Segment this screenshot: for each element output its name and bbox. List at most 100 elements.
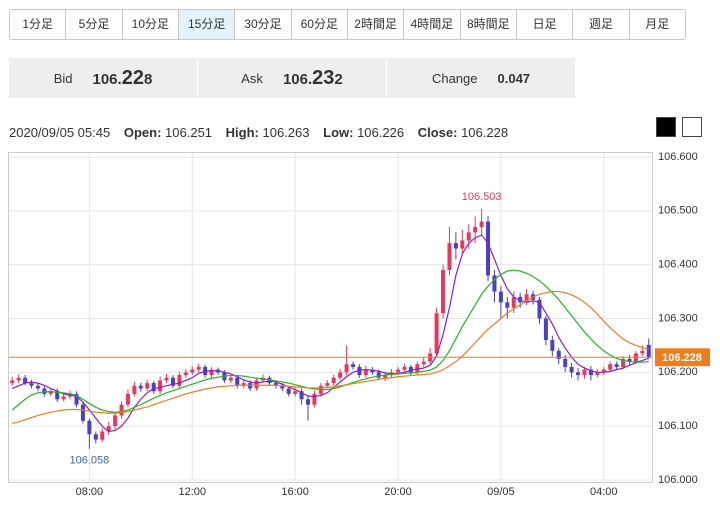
timeframe-button[interactable]: 10分足 [123,10,179,39]
candle-body [351,364,356,367]
candle-body [177,375,182,386]
ma-line [11,269,649,413]
candle-body [35,385,40,389]
candle-body [550,340,555,351]
candle-body [106,426,111,432]
ask-part: 23 [312,66,335,89]
candle-body [576,372,581,376]
candle-body [16,377,21,381]
candle-body [293,391,298,394]
extreme-label: 106.503 [462,191,502,203]
x-tick-label: 20:00 [384,486,412,498]
candle-body [119,404,124,416]
candle-body [582,369,587,376]
candle-body [421,361,426,365]
candle-body [196,366,201,370]
candle-body [601,369,606,373]
candle-body [588,369,593,376]
candle-body [254,380,259,389]
timeframe-button[interactable]: 15分足 [178,10,236,39]
timeframe-button[interactable]: 週足 [573,10,630,39]
candle-body [640,350,645,354]
x-tick-label: 16:00 [281,486,309,498]
candle-body [511,296,516,308]
timeframe-button[interactable]: 1分足 [10,10,67,39]
extreme-label: 106.058 [69,455,109,467]
bid-value: 106.228 [93,67,153,90]
close: 106.228 [461,125,509,140]
candle-body [93,434,98,440]
time: 2020/09/05 05:45 [9,125,111,140]
y-tick-label: 106.500 [658,205,698,217]
candle-body [486,221,491,276]
ohlc-info: 2020/09/05 05:45 Open: 106.251 High: 106… [9,125,508,140]
candle-body [273,383,278,386]
x-tick-label: 09/05 [487,486,515,498]
ma-line [12,290,649,425]
candle-body [23,377,28,384]
change-label: Change [431,70,478,86]
candle-body [235,377,240,386]
candle-body [241,383,246,386]
candle-body [646,344,651,358]
candle-body [434,313,439,354]
timeframe-bar: 1分足 5分足 10分足 15分足 30分足 60分足 2時間足 4時間足 8時間足 日足 週足 月足 [9,9,686,40]
candle-body [299,391,304,400]
bid-part: 8 [143,70,153,88]
ask-box: Ask 106.232 [198,58,387,98]
bid-box: Bid 106.228 [9,58,198,98]
timeframe-button[interactable]: 5分足 [66,10,123,39]
candle-body [363,369,368,376]
candle-body [338,372,343,378]
candle-body [344,364,349,373]
candle-body [453,243,458,249]
candle-body [537,299,542,319]
candle-body [357,366,362,376]
x-tick-label: 04:00 [590,486,618,498]
high-label: High: [225,125,259,140]
candle-body [48,391,53,394]
candle-body [331,377,336,384]
timeframe-button[interactable]: 30分足 [235,10,292,39]
close-label: Close: [417,125,458,140]
candle-body [383,375,388,378]
light-theme-button[interactable] [682,117,702,137]
bid-label: Bid [53,70,73,86]
candle-body [286,388,291,394]
candle-body [621,358,626,367]
timeframe-button[interactable]: 8時間足 [461,10,517,39]
ma-line [11,234,649,433]
timeframe-button[interactable]: 2時間足 [348,10,405,39]
candle-body [80,404,85,421]
ask-value: 106.232 [283,67,343,90]
candle-body [151,383,156,392]
y-tick-label: 106.400 [658,259,698,271]
y-tick-label: 106.300 [658,312,698,324]
candle-body [518,296,523,303]
candle-body [492,275,497,292]
candle-body [473,226,478,233]
dark-theme-button[interactable] [656,117,676,137]
y-tick-label: 106.000 [658,474,698,486]
candle-body [145,383,150,389]
candle-body [190,369,195,373]
y-tick-label: 106.200 [658,366,698,378]
timeframe-button[interactable]: 60分足 [292,10,348,39]
candle-body [61,396,66,400]
candle-body [460,240,465,249]
open: 106.251 [165,125,213,140]
candle-body [396,369,401,373]
open-label: Open: [123,125,162,140]
ask-label: Ask [241,70,263,86]
timeframe-button[interactable]: 日足 [517,10,574,39]
timeframe-button[interactable]: 4時間足 [404,10,461,39]
candle-body [29,383,34,386]
candle-body [87,420,92,435]
timeframe-button[interactable]: 月足 [645,17,670,31]
candle-body [100,431,105,440]
candle-body [595,372,600,376]
quote-panel: Bid 106.228 Ask 106.232 Change 0.047 [9,58,575,98]
candle-body [325,383,330,386]
